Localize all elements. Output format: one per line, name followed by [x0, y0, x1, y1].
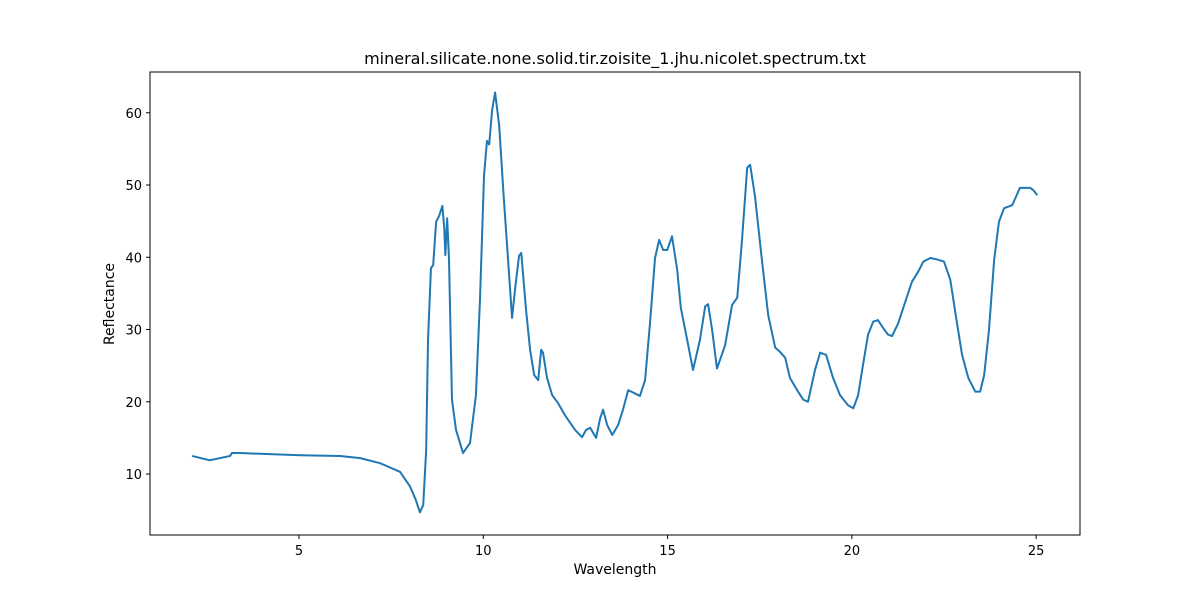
x-axis-label: Wavelength: [573, 562, 656, 578]
y-tick-label: 50: [125, 179, 142, 194]
y-tick-label: 60: [125, 107, 142, 122]
x-tick-label: 15: [659, 544, 676, 559]
y-tick-label: 20: [125, 396, 142, 411]
y-tick-label: 40: [125, 251, 142, 266]
x-tick-label: 25: [1028, 544, 1045, 559]
x-tick-label: 20: [844, 544, 861, 559]
y-axis-label: Reflectance: [102, 263, 118, 345]
plot-frame: [149, 71, 1081, 536]
y-tick-label: 10: [125, 468, 142, 483]
chart-title: mineral.silicate.none.solid.tir.zoisite_…: [364, 49, 866, 69]
x-tick-label: 5: [295, 544, 303, 559]
y-tick-label: 30: [125, 324, 142, 339]
spectrum-line: [191, 91, 1039, 514]
x-tick-label: 10: [475, 544, 492, 559]
